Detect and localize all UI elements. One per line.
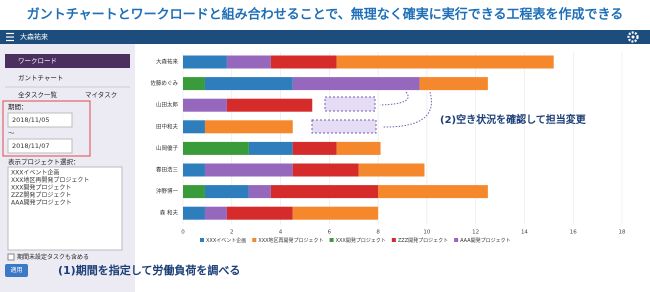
arrow	[381, 91, 432, 128]
bar-segment	[270, 185, 379, 199]
legend-label: AAA開発プロジェクト	[460, 237, 511, 244]
y-tick-label: 山田太郎	[156, 101, 179, 109]
bar-segment	[183, 206, 205, 220]
x-tick-label: 8	[376, 230, 380, 236]
project-item[interactable]: XXX開発プロジェクト	[11, 184, 71, 192]
legend-swatch	[200, 238, 204, 242]
y-tick-label: 春田浩三	[156, 166, 179, 174]
bar-segment	[226, 98, 313, 112]
x-tick-label: 0	[181, 230, 185, 236]
bar-segment	[183, 163, 205, 177]
legend-label: XXX地区再開発プロジェクト	[258, 237, 323, 244]
separator: 〜	[8, 129, 15, 137]
project-item[interactable]: AAA開発プロジェクト	[11, 199, 72, 207]
placeholder-box	[311, 119, 377, 134]
x-tick-label: 14	[521, 230, 528, 236]
checkbox[interactable]	[7, 253, 15, 261]
bar-segment	[248, 185, 271, 199]
legend-swatch	[454, 238, 459, 242]
arrow	[379, 91, 409, 106]
legend-swatch	[329, 238, 334, 242]
bar-segment	[183, 77, 205, 91]
tab[interactable]: 全タスク一覧	[18, 90, 58, 99]
bar-segment	[183, 98, 227, 112]
bar-segment	[204, 163, 293, 177]
legend-label: ZZZ開発プロジェクト	[398, 237, 448, 244]
end-date[interactable]: 2018/11/07	[12, 142, 49, 150]
project-label: 表示プロジェクト選択：	[8, 157, 80, 166]
bar-segment	[204, 120, 293, 134]
bar-segment	[336, 55, 554, 69]
project-item[interactable]: XXX地区再開発プロジェクト	[11, 176, 89, 184]
banner	[0, 0, 650, 30]
apply-label[interactable]: 適用	[10, 266, 22, 274]
x-tick-label: 2	[230, 230, 234, 236]
bar-segment	[183, 120, 205, 134]
annotation: (2)空き状況を確認して担当変更	[440, 113, 587, 126]
y-tick-label: 佐藤めぐみ	[150, 79, 178, 87]
legend-label: XXXイベント企画	[206, 237, 246, 244]
date-input[interactable]	[7, 112, 73, 128]
bar-segment	[204, 77, 293, 91]
bar-segment	[226, 206, 293, 220]
bar-segment	[183, 141, 249, 155]
legend-label: XXX開発プロジェクト	[336, 237, 386, 244]
x-tick-label: 12	[472, 230, 479, 236]
x-tick-label: 4	[279, 230, 283, 236]
highlight-box	[2, 100, 91, 157]
placeholder-box	[324, 96, 376, 112]
x-tick-label: 18	[619, 230, 626, 236]
bar-segment	[292, 206, 379, 220]
settings-icon[interactable]	[627, 31, 639, 43]
bar-segment	[419, 77, 488, 91]
nav-item[interactable]: ガントチャート	[18, 73, 63, 82]
y-tick-label: 大森祐来	[156, 58, 179, 66]
nav-item[interactable]: ワークロード	[18, 57, 57, 65]
menu-icon[interactable]	[6, 32, 14, 42]
bar-segment	[292, 77, 420, 91]
y-tick-label: 沖野博一	[156, 187, 179, 195]
bar-segment	[204, 206, 227, 220]
start-date[interactable]: 2018/11/05	[12, 116, 49, 124]
legend-swatch	[252, 238, 257, 242]
y-tick-label: 森 和夫	[160, 209, 179, 217]
bar-segment	[292, 163, 359, 177]
bar-segment	[378, 185, 488, 199]
y-tick-label: 田中和夫	[156, 122, 179, 130]
bar-segment	[183, 185, 205, 199]
bar-segment	[292, 141, 337, 155]
date-input[interactable]	[7, 138, 73, 154]
bar-segment	[358, 163, 425, 177]
project-item[interactable]: ZZZ開発プロジェクト	[11, 191, 71, 199]
bar-segment	[226, 55, 271, 69]
checkbox-label[interactable]: 期間未設定タスクも含める	[17, 253, 89, 261]
banner-title: ガントチャートとワークロードと組み合わせることで、無理なく確実に実行できる工程表…	[27, 7, 623, 23]
header-user: 大森祐来	[20, 32, 48, 41]
legend-swatch	[391, 238, 396, 242]
bar-segment	[204, 185, 249, 199]
bar-segment	[248, 141, 293, 155]
nav-item-active[interactable]	[5, 54, 130, 68]
x-tick-label: 16	[570, 230, 577, 236]
apply-button[interactable]	[5, 264, 28, 277]
x-tick-label: 10	[423, 230, 430, 236]
project-item[interactable]: XXXイベント企画	[11, 169, 59, 177]
x-tick-label: 6	[328, 230, 332, 236]
y-tick-label: 山岡優子	[156, 144, 179, 152]
tab[interactable]: マイタスク	[85, 90, 117, 99]
annotation: (1)期間を指定して労働負荷を調べる	[58, 263, 240, 277]
header-bar	[0, 30, 650, 44]
period-label: 期間：	[8, 103, 28, 111]
bar-segment	[183, 55, 227, 69]
bar-segment	[336, 141, 381, 155]
project-list[interactable]	[7, 166, 123, 251]
bar-segment	[270, 55, 337, 69]
